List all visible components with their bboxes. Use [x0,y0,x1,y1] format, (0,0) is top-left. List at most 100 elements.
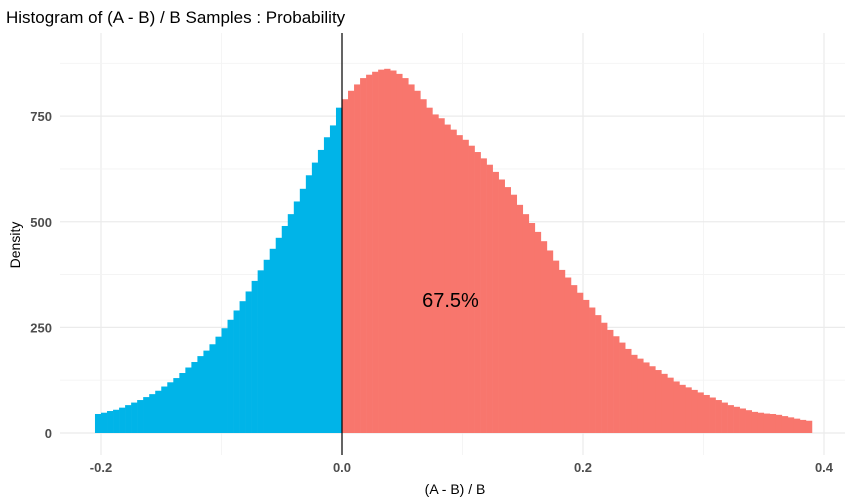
histogram-bar [191,362,198,433]
histogram-bar [107,411,114,433]
histogram-bar [661,373,668,433]
histogram-bar [293,201,301,433]
histogram-bar [432,114,439,433]
histogram-bar [269,248,277,433]
histogram-bar [685,387,692,433]
y-tick-label: 0 [45,426,52,441]
histogram-bar [721,402,728,433]
histogram-bar [595,315,602,433]
histogram-bar [342,99,349,433]
histogram-bar [540,241,548,433]
histogram-bar [372,71,379,433]
y-tick-labels: 0 250 500 750 [30,109,52,441]
histogram-bar [667,377,674,433]
histogram-bar [769,413,777,433]
histogram-bar [384,68,391,434]
histogram-bar [474,152,481,433]
histogram-bar [360,78,367,433]
histogram-bar [227,319,234,433]
histogram-bar [751,411,759,433]
histogram-bar [697,392,704,433]
histogram-bar [125,405,132,433]
histogram-bar [143,397,150,433]
histogram-bar [263,259,270,433]
histogram-bar [317,149,325,434]
histogram-bar [131,402,138,433]
histogram-bar [805,420,813,433]
histogram-bar [480,158,487,433]
histogram-bar [305,175,313,433]
histogram-bar [257,270,264,433]
histogram-bar [709,397,716,433]
histogram-bar [691,389,698,433]
histogram-bar [408,84,415,433]
histogram-bar [323,137,331,433]
histogram-bar [775,414,783,433]
histogram-bar [793,418,801,433]
histogram-bar [510,194,518,433]
histogram-bar [570,285,578,433]
histogram-bar [179,373,186,433]
histogram-bar [239,301,246,433]
histogram-bar [655,370,662,433]
x-axis-label: (A - B) / B [425,481,486,497]
histogram-bar [745,410,752,433]
histogram-bar [335,107,343,434]
histogram-bar [649,366,656,433]
histogram-bar [299,188,307,433]
histogram-bar [414,90,421,434]
histogram-bar [516,204,524,433]
histogram-bar [787,417,795,433]
histogram-bar [203,350,210,433]
histogram-bars [94,68,813,434]
histogram-bar [456,135,463,433]
histogram-bar [354,84,361,433]
histogram-bar [613,336,620,433]
histogram-bar [715,400,722,433]
histogram-bar [576,292,584,433]
histogram-bar [558,269,566,433]
histogram-bar [703,394,710,433]
histogram-bar [619,342,626,433]
histogram-bar [197,356,204,433]
histogram-bar [251,280,258,433]
histogram-bar [402,78,409,433]
histogram-bar [396,73,403,433]
y-tick-label: 500 [30,215,52,230]
histogram-bar [215,336,222,433]
histogram-bar [209,344,216,433]
histogram-bar [727,405,734,433]
histogram-bar [498,179,505,433]
histogram-bar [468,145,475,433]
histogram-bar [438,118,445,434]
histogram-bar [522,214,530,433]
histogram-bar [546,250,554,433]
histogram-bar [348,90,355,434]
histogram-bar [444,124,451,433]
probability-annotation: 67.5% [422,290,479,312]
histogram-bar [673,381,680,433]
x-tick-label: 0.0 [333,460,351,475]
histogram-bar [221,328,228,433]
histogram-bar [167,382,174,433]
histogram-bar [583,299,590,433]
x-tick-label: 0.4 [815,460,834,475]
histogram-bar [275,237,283,433]
histogram-bar [378,69,385,434]
y-tick-label: 250 [30,320,52,335]
chart-title: Histogram of (A - B) / B Samples : Proba… [6,8,346,27]
histogram-bar [119,407,126,433]
y-tick-label: 750 [30,109,52,124]
histogram-bar [552,260,560,433]
histogram-bar [185,367,192,433]
histogram-bar [281,225,289,433]
histogram-bar [486,164,493,433]
histogram-bar [781,416,789,433]
histogram-bar [504,187,511,433]
histogram-bar [245,291,252,433]
histogram-bar [149,394,156,433]
histogram-bar [113,409,120,433]
histogram-bar [287,214,295,433]
histogram-bar [625,348,632,433]
